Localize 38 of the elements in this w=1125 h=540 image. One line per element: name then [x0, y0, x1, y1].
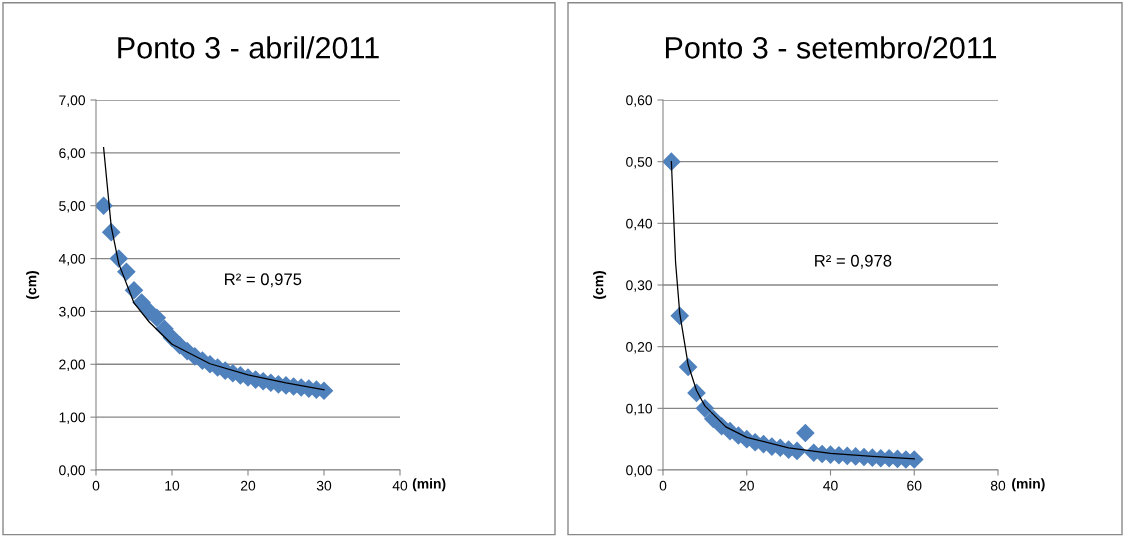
y-tick-label: 6,00 — [59, 148, 86, 160]
y-tick-label: 7,00 — [59, 95, 86, 107]
annotation: R² = 0,978 — [815, 254, 892, 269]
point — [147, 308, 167, 328]
x-tick-label: 0 — [659, 480, 667, 491]
y-tick-label: 0,30 — [626, 280, 653, 292]
x-tick-label: 40 — [823, 480, 838, 491]
y-tick-label: 0,60 — [626, 95, 653, 107]
x-axis-title: (min) — [1012, 478, 1045, 492]
x-tick-label: 20 — [739, 480, 754, 491]
y-axis-title: (cm) — [593, 271, 607, 299]
y-tick-label: 0,20 — [626, 342, 653, 354]
x-tick-label: 30 — [316, 480, 332, 491]
y-tick-label: 0,40 — [626, 218, 653, 231]
x-tick-label: 10 — [165, 480, 180, 491]
point — [124, 280, 144, 300]
y-tick-label: 4,00 — [58, 253, 86, 266]
y-tick-label: 0,10 — [626, 403, 653, 416]
x-axis-title: (min) — [412, 478, 446, 492]
y-tick-label: 0,00 — [626, 465, 653, 477]
y-tick-label: 1,00 — [59, 412, 86, 424]
chart-title: Ponto 3 - abril/2011 — [118, 36, 379, 59]
y-tick-label: 0,00 — [59, 465, 86, 477]
annotation: R² = 0,975 — [225, 273, 302, 288]
x-tick-label: 80 — [990, 480, 1006, 491]
chart-title: Ponto 3 - setembro/2011 — [665, 36, 997, 59]
x-tick-label: 0 — [92, 480, 100, 491]
y-axis-title: (cm) — [26, 271, 40, 299]
x-tick-label: 20 — [240, 480, 256, 491]
point — [663, 152, 681, 171]
y-tick-label: 3,00 — [59, 306, 86, 319]
point — [695, 399, 715, 418]
x-tick-label: 60 — [907, 480, 922, 491]
y-tick-label: 5,00 — [59, 201, 86, 213]
y-tick-label: 2,00 — [59, 359, 86, 372]
y-tick-label: 0,50 — [626, 157, 653, 169]
x-tick-label: 40 — [392, 480, 408, 491]
point — [796, 423, 815, 443]
